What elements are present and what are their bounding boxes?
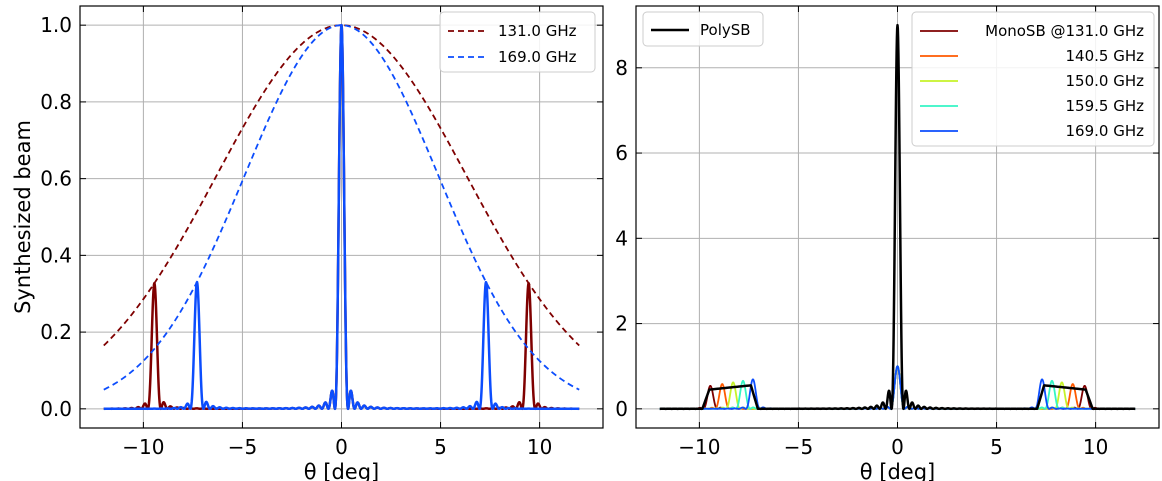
- x-tick-label: 10: [527, 435, 552, 459]
- beam-line: [102, 23, 581, 411]
- y-axis-label: Synthesized beam: [11, 120, 35, 314]
- x-tick-label: 5: [990, 435, 1003, 459]
- legend-label: 169.0 GHz: [1066, 122, 1145, 140]
- y-tick-label: 0: [615, 397, 628, 421]
- legend-label: MonoSB @131.0 GHz: [985, 22, 1144, 40]
- polysb-line: [658, 23, 1137, 411]
- y-tick-label: 0.2: [40, 320, 72, 344]
- x-tick-label: −5: [228, 435, 257, 459]
- x-tick-label: −10: [678, 435, 720, 459]
- right-panel: −10 −5 0 5 10 0 2 4 6 8 θ [deg] PolySB MonoSB @131.0…: [615, 5, 1160, 481]
- legend-label: PolySB: [700, 21, 751, 39]
- legend-label: 150.0 GHz: [1066, 72, 1145, 90]
- y-tick-label: 8: [615, 56, 628, 80]
- y-tick-label: 2: [615, 312, 628, 336]
- x-tick-label: 5: [434, 435, 447, 459]
- x-tick-label: −10: [122, 435, 164, 459]
- legend-box-left: [642, 11, 764, 47]
- y-tick-label: 0.8: [40, 90, 72, 114]
- x-axis-label: θ [deg]: [304, 460, 380, 481]
- x-tick-label: 10: [1083, 435, 1108, 459]
- y-tick-label: 0.6: [40, 167, 72, 191]
- x-tick-label: 0: [335, 435, 348, 459]
- y-tick-label: 6: [615, 141, 628, 165]
- envelope-line: [103, 24, 580, 391]
- y-tick-label: 0.4: [40, 243, 72, 267]
- y-tick-label: 1.0: [40, 13, 72, 37]
- y-tick-label: 0.0: [40, 397, 72, 421]
- legend-label: 140.5 GHz: [1066, 47, 1145, 65]
- monosb-line: [659, 365, 1136, 410]
- y-tick-label: 4: [615, 226, 628, 250]
- envelope-line: [103, 24, 580, 347]
- x-tick-label: 0: [891, 435, 904, 459]
- legend-label: 131.0 GHz: [498, 22, 577, 40]
- legend-box-right: [911, 11, 1155, 147]
- legend-label: 159.5 GHz: [1066, 97, 1145, 115]
- x-axis-label: θ [deg]: [860, 460, 936, 481]
- left-panel: −10 −5 0 5 10 0.0 0.2 0.4 0.6 0.8 1.0 θ [deg] Synthe…: [11, 5, 604, 481]
- x-tick-label: −5: [784, 435, 813, 459]
- legend-label: 169.0 GHz: [498, 48, 577, 66]
